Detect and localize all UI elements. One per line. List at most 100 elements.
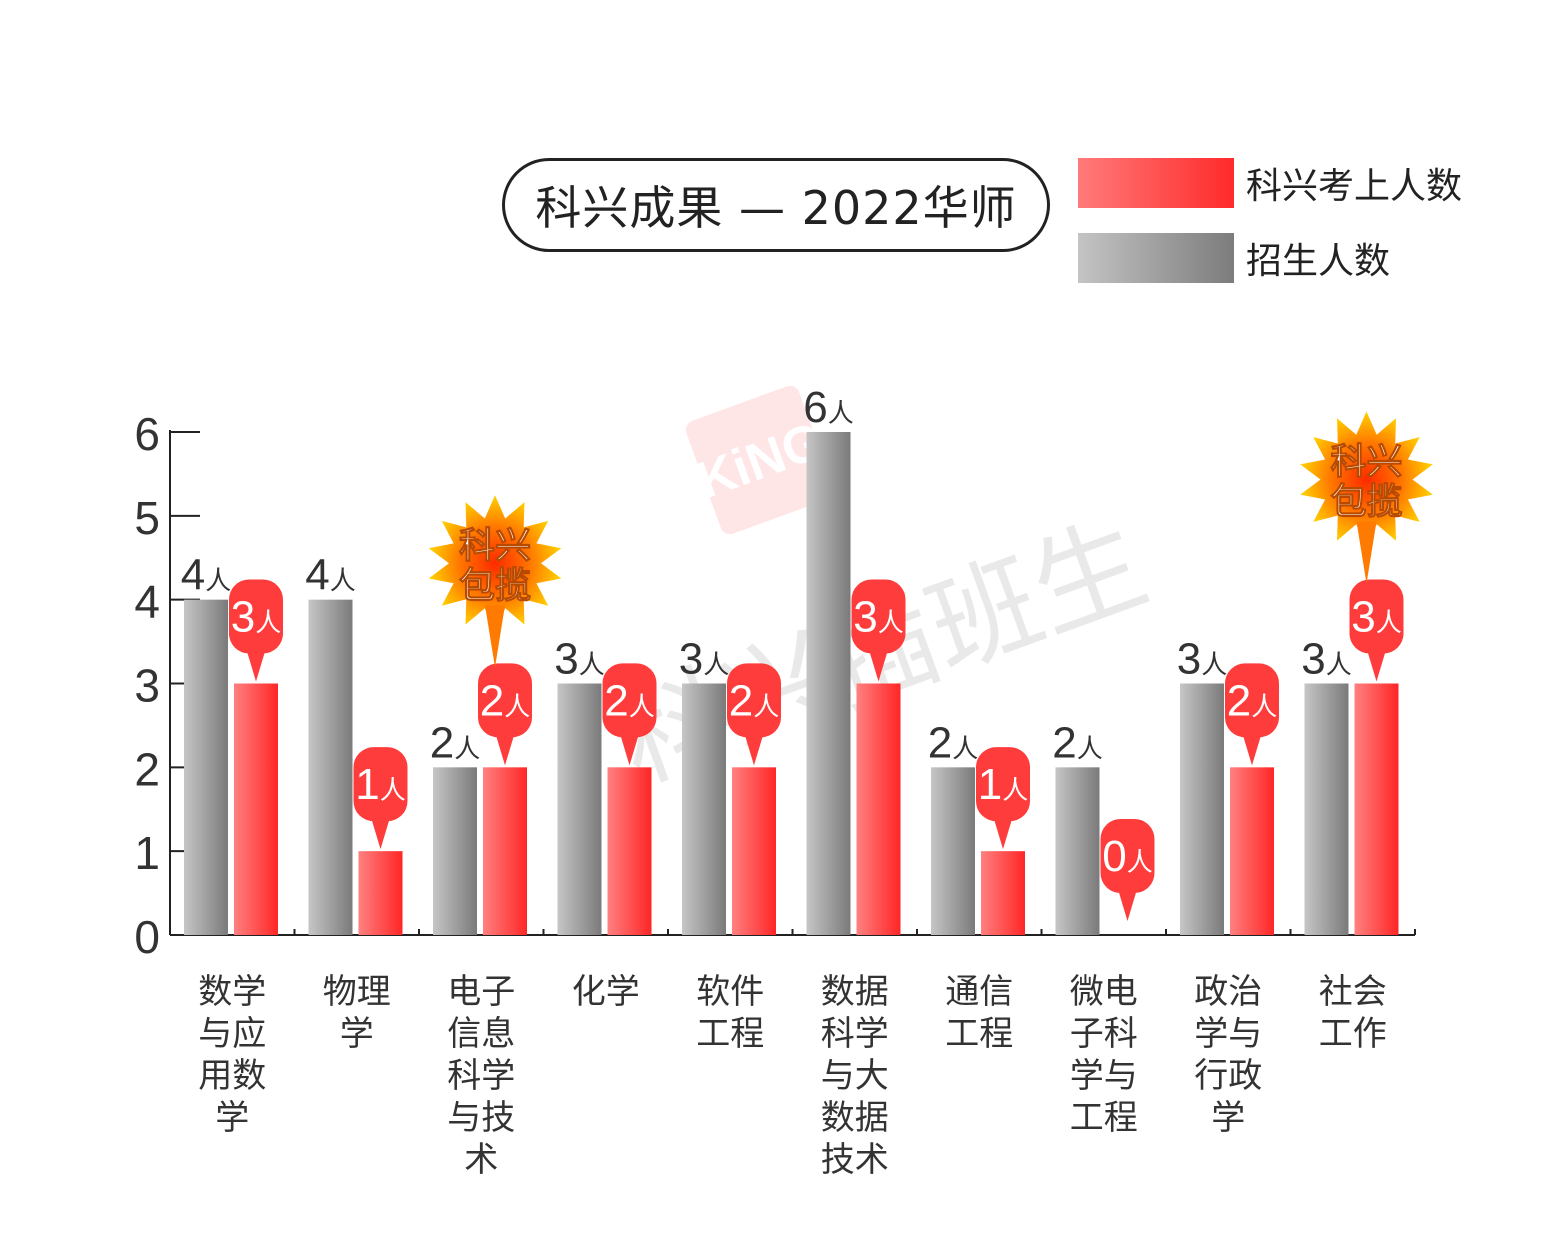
value-callout-admitted: 3人: [229, 579, 283, 682]
y-tick-label: 6: [134, 408, 160, 460]
legend-item-enrollment: 招生人数: [1078, 232, 1390, 284]
bar-enrollment: [557, 683, 602, 935]
category-label: 科学: [821, 1014, 889, 1054]
callout-bubble: [1100, 819, 1155, 893]
bar-enrollment: [682, 683, 726, 935]
value-label-admitted: 3人: [1351, 593, 1402, 642]
callout-pointer-icon: [869, 651, 888, 682]
category-label: 行政: [1194, 1056, 1262, 1096]
bar-enrollment: [433, 767, 477, 935]
category-label: 学: [340, 1014, 374, 1054]
category-label: 信息: [447, 1014, 515, 1054]
value-label-enrollment: 3人: [1177, 635, 1228, 684]
value-label-admitted: 2人: [729, 676, 780, 725]
value-label-enrollment: 2人: [928, 718, 979, 767]
value-callout-admitted: 2人: [478, 663, 532, 766]
value-callout-admitted: 0人: [1100, 819, 1155, 921]
bar-admitted: [981, 851, 1025, 935]
burst-pointer-icon: [1356, 521, 1377, 584]
callout-pointer-icon: [496, 735, 514, 766]
category-label: 科学: [447, 1056, 515, 1096]
value-label-admitted: 0人: [1102, 832, 1153, 881]
value-label-enrollment: 2人: [1052, 718, 1103, 767]
value-label-enrollment: 3人: [1301, 635, 1352, 684]
category-label: 软件: [696, 972, 764, 1012]
y-tick-label: 0: [134, 911, 160, 963]
bar-admitted: [1230, 767, 1274, 935]
bar-admitted: [732, 767, 776, 935]
value-label-admitted: 1人: [355, 760, 406, 809]
category-label: 与应: [198, 1014, 266, 1054]
category-label: 技术: [821, 1140, 889, 1180]
category-label: 物理: [323, 972, 391, 1012]
category-label: 术: [464, 1140, 498, 1180]
value-label-enrollment: 2人: [430, 718, 481, 767]
category-label: 工程: [1070, 1098, 1138, 1138]
category-label: 与大: [821, 1056, 889, 1096]
bar-admitted: [607, 767, 652, 935]
value-callout-admitted: 1人: [976, 747, 1030, 850]
callout-pointer-icon: [247, 651, 265, 682]
bar-enrollment: [1180, 683, 1224, 935]
category-label: 数据: [821, 972, 889, 1012]
y-tick-label: 3: [134, 660, 160, 712]
callout-pointer-icon: [371, 819, 390, 850]
bar-admitted: [856, 683, 901, 935]
callout-pointer-icon: [994, 819, 1012, 850]
burst-label: 包揽: [459, 565, 531, 606]
category-label: 用数: [198, 1056, 266, 1096]
burst-star-icon: [428, 495, 562, 632]
bar-enrollment: [184, 599, 228, 935]
category-label: 工程: [696, 1014, 764, 1054]
callout-pointer-icon: [620, 735, 639, 766]
category-label: 数据: [821, 1098, 889, 1138]
category-label: 工作: [1319, 1014, 1387, 1054]
callout-bubble: [478, 663, 532, 738]
bar-admitted: [234, 683, 278, 935]
callout-pointer-icon: [1118, 891, 1137, 921]
callout-bubble: [229, 579, 283, 654]
category-label: 与技: [447, 1098, 515, 1138]
value-callout-admitted: 3人: [851, 579, 906, 682]
category-label: 学与: [1070, 1056, 1138, 1096]
value-callout-admitted: 3人: [1349, 579, 1404, 682]
callout-bubble: [851, 579, 906, 654]
legend-swatch-enrollment: [1078, 233, 1234, 283]
burst-pointer-icon: [485, 605, 505, 668]
burst-label: 科兴: [459, 525, 531, 566]
callout-bubble: [1349, 579, 1404, 654]
legend-label-enrollment: 招生人数: [1246, 241, 1391, 282]
bar-enrollment: [1055, 767, 1100, 935]
value-label-enrollment: 6人: [803, 383, 854, 432]
bar-enrollment: [308, 599, 353, 935]
callout-pointer-icon: [745, 735, 763, 766]
legend-swatch-admitted: [1078, 158, 1234, 208]
value-label-enrollment: 3人: [679, 635, 730, 684]
category-label: 微电: [1070, 972, 1138, 1012]
bar-admitted: [483, 767, 527, 935]
burst-label: 科兴: [1330, 442, 1402, 483]
category-label: 政治: [1194, 972, 1262, 1012]
category-label: 学: [1211, 1098, 1245, 1138]
callout-bubble: [602, 663, 657, 738]
bar-admitted: [1354, 683, 1399, 935]
value-callout-admitted: 1人: [353, 747, 408, 850]
value-label-admitted: 2人: [604, 676, 655, 725]
bar-enrollment: [1304, 683, 1349, 935]
category-label: 电子: [447, 972, 515, 1012]
y-tick-label: 5: [134, 492, 160, 544]
value-callout-admitted: 2人: [602, 663, 657, 766]
category-label: 化学: [572, 972, 640, 1012]
y-tick-label: 1: [134, 827, 160, 879]
value-label-admitted: 3人: [853, 593, 904, 642]
category-label: 学: [215, 1098, 249, 1138]
value-callout-admitted: 2人: [727, 663, 781, 766]
value-label-enrollment: 4人: [305, 551, 356, 600]
value-label-admitted: 2人: [1227, 676, 1278, 725]
